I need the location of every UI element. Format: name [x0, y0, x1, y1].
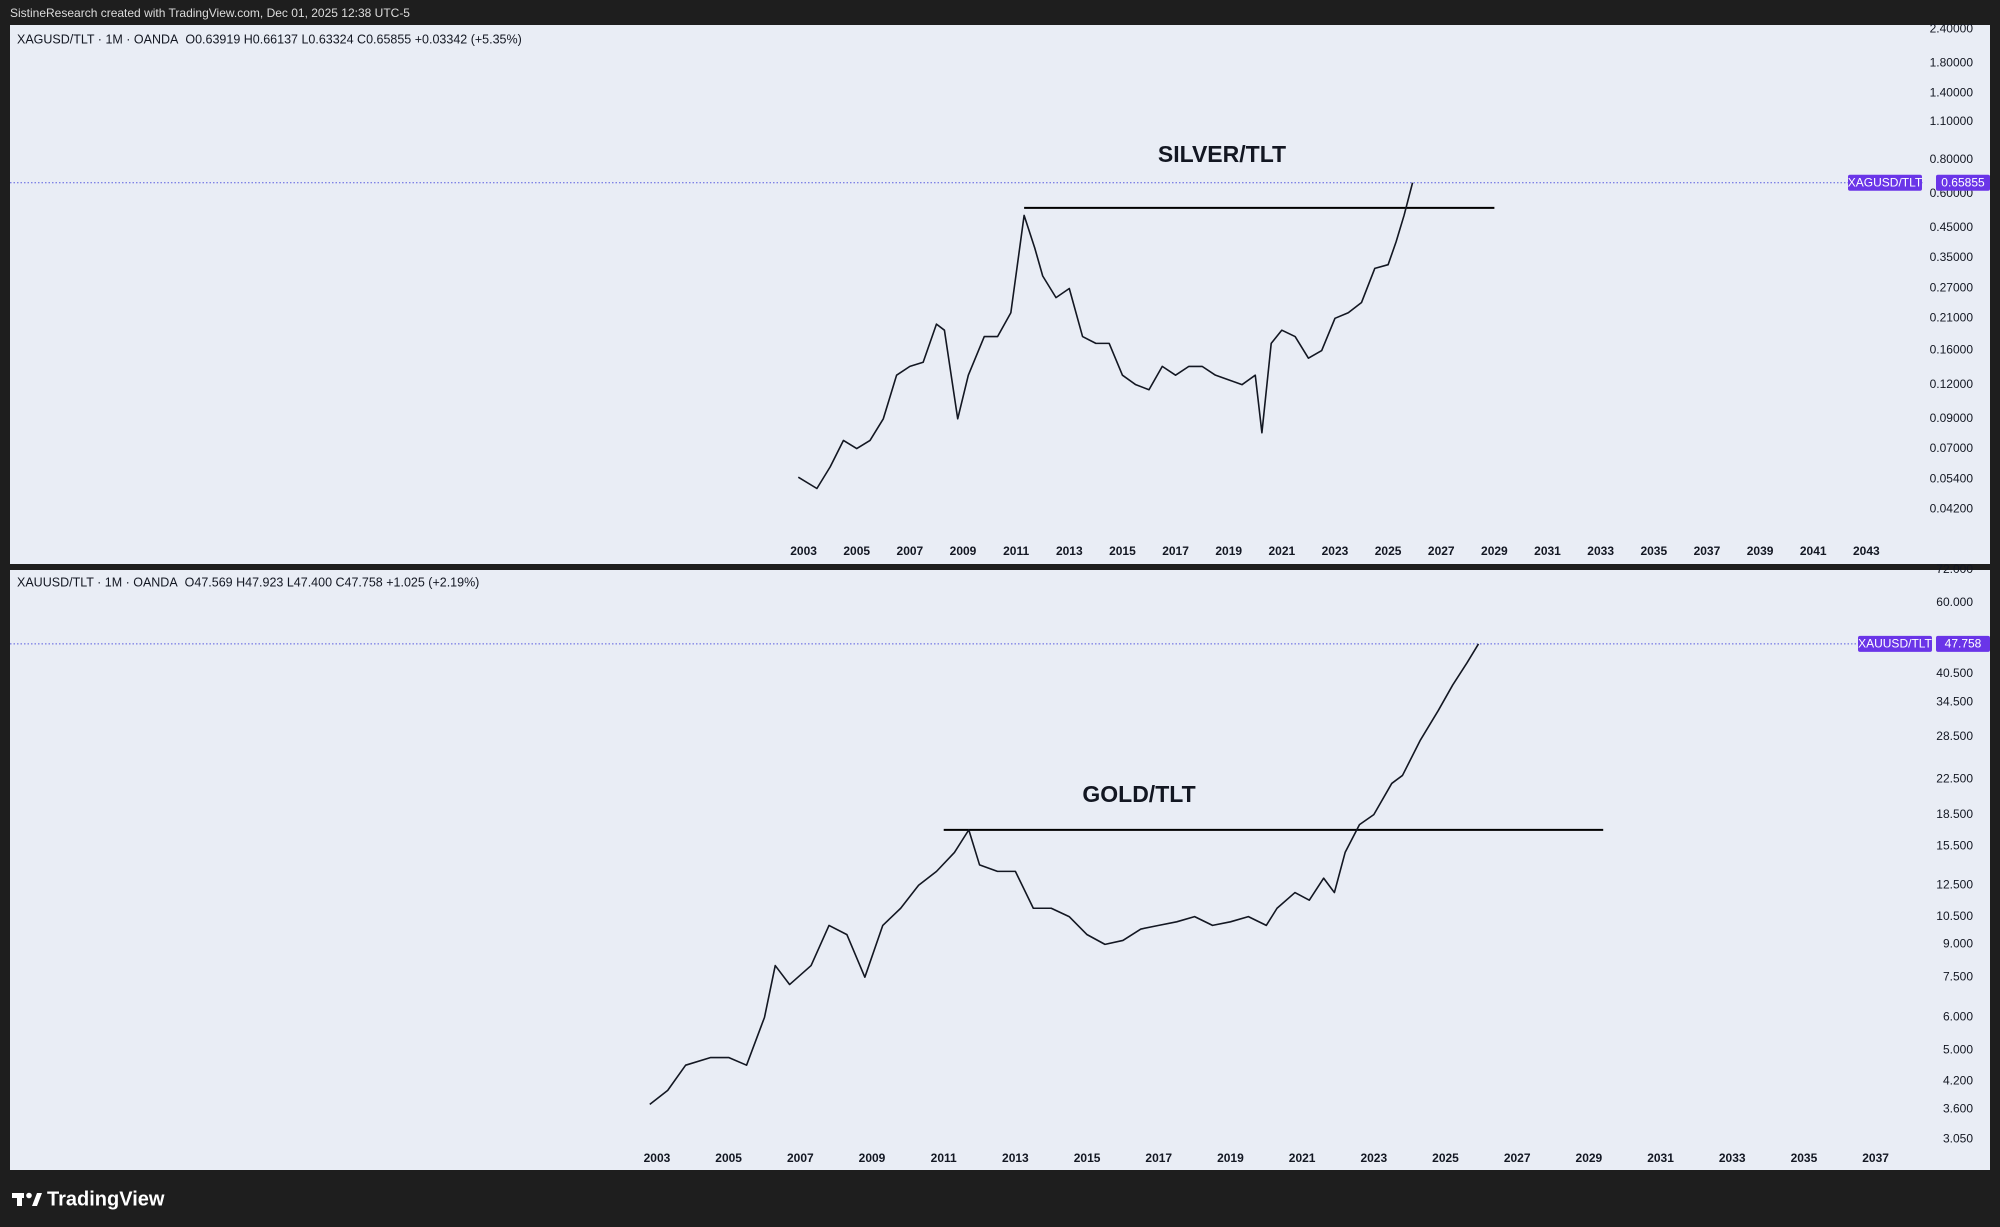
y-tick-label: 6.000 [1943, 1010, 1973, 1024]
y-tick-label: 22.500 [1936, 772, 1973, 786]
chart: 0.04200 0.05400 0.07000 0.09000 0.12000 0.160… [10, 22, 1990, 558]
x-tick-label: 2011 [1003, 544, 1029, 558]
x-tick-label: 2003 [790, 544, 817, 558]
x-tick-label: 2043 [1853, 544, 1880, 558]
annotation: GOLD/TLT [1082, 781, 1195, 807]
y-tick-label: 15.500 [1936, 839, 1973, 853]
y-tick-label: 12.500 [1936, 877, 1973, 891]
y-tick-label: 0.05400 [1930, 472, 1974, 486]
annotation: SILVER/TLT [1158, 141, 1286, 167]
x-tick-label: 2033 [1719, 1151, 1746, 1165]
y-tick-label: 0.27000 [1930, 281, 1974, 295]
x-tick-label: 2023 [1360, 1151, 1387, 1165]
x-tick-label: 2021 [1268, 544, 1295, 558]
brand: TradingView [47, 1188, 165, 1210]
y-tick-label: 7.500 [1943, 969, 1973, 983]
panel-top [10, 25, 1990, 564]
x-tick-label: 2031 [1534, 544, 1561, 558]
x-tick-label: 2025 [1375, 544, 1402, 558]
ohlc: O0.63919 H0.66137 L0.63324 C0.65855 +0.0… [185, 32, 521, 46]
x-tick-label: 2029 [1481, 544, 1508, 558]
x-tick-label: 2013 [1056, 544, 1083, 558]
x-tick-label: 2037 [1862, 1151, 1889, 1165]
x-tick-label: 2027 [1504, 1151, 1531, 1165]
x-tick-label: 2027 [1428, 544, 1455, 558]
x-tick-label: 2005 [843, 544, 870, 558]
x-tick-label: 2039 [1747, 544, 1774, 558]
y-tick-label: 0.45000 [1930, 220, 1974, 234]
x-tick-label: 2033 [1587, 544, 1614, 558]
y-tick-label: 3.050 [1943, 1131, 1973, 1145]
x-tick-label: 2007 [897, 544, 924, 558]
caption: SistineResearch created with TradingView… [10, 6, 410, 20]
y-tick-label: 28.500 [1936, 729, 1973, 743]
x-tick-label: 2019 [1217, 1151, 1244, 1165]
x-tick-label: 2029 [1576, 1151, 1603, 1165]
x-tick-label: 2031 [1647, 1151, 1674, 1165]
x-tick-label: 2037 [1694, 544, 1721, 558]
y-tick-label: 0.21000 [1930, 310, 1974, 324]
price-value-box [1936, 635, 1990, 652]
y-tick-label: 0.80000 [1930, 152, 1974, 166]
y-tick-label: 1.10000 [1930, 114, 1974, 128]
x-tick-label: 2025 [1432, 1151, 1459, 1165]
y-tick-label: 0.12000 [1930, 377, 1974, 391]
price-value: 0.65855 [1941, 175, 1985, 189]
y-tick-label: 40.500 [1936, 666, 1973, 680]
price-line [649, 643, 1480, 1106]
price-label-box [1848, 174, 1922, 191]
x-tick-label: 2021 [1289, 1151, 1316, 1165]
y-tick-label: 5.000 [1943, 1042, 1973, 1056]
price-value: 47.758 [1945, 637, 1982, 651]
x-tick-label: 2017 [1162, 544, 1189, 558]
price-label-box [1858, 635, 1932, 652]
y-tick-label: 10.500 [1936, 909, 1973, 923]
plot [10, 182, 1924, 490]
y-tick-label: 1.40000 [1930, 85, 1974, 99]
chart: 3.050 3.600 4.200 5.000 6.000 7.500 9.000 10.50… [10, 562, 1990, 1165]
x-tick-label: 2019 [1215, 544, 1242, 558]
charts: 0.04200 0.05400 0.07000 0.09000 0.12000 0.160… [10, 22, 1990, 1165]
x-tick-label: 2007 [787, 1151, 814, 1165]
panel-bottom [10, 570, 1990, 1170]
price-value-box [1936, 174, 1990, 191]
brand-logo [12, 1192, 42, 1206]
price-label-name: XAGUSD/TLT [1848, 175, 1923, 189]
y-tick-label: 9.000 [1943, 937, 1973, 951]
y-tick-label: 3.600 [1943, 1101, 1973, 1115]
price-label-name: XAUUSD/TLT [1858, 637, 1932, 651]
x-tick-label: 2005 [715, 1151, 742, 1165]
x-tick-label: 2015 [1074, 1151, 1101, 1165]
x-tick-label: 2023 [1322, 544, 1349, 558]
x-tick-label: 2011 [931, 1151, 957, 1165]
x-tick-label: 2035 [1791, 1151, 1818, 1165]
y-tick-label: 2.40000 [1930, 22, 1974, 36]
x-tick-label: 2009 [859, 1151, 886, 1165]
y-tick-label: 0.35000 [1930, 250, 1974, 264]
symbol-info: XAUUSD/TLT · 1M · OANDA [17, 575, 178, 589]
x-tick-label: 2003 [644, 1151, 671, 1165]
plot [10, 643, 1924, 1106]
x-tick-label: 2035 [1640, 544, 1667, 558]
y-tick-label: 0.16000 [1930, 343, 1974, 357]
symbol-info: XAGUSD/TLT · 1M · OANDA [17, 32, 179, 46]
x-tick-label: 2015 [1109, 544, 1136, 558]
x-tick-label: 2017 [1145, 1151, 1172, 1165]
price-line [797, 182, 1414, 490]
y-tick-label: 34.500 [1936, 695, 1973, 709]
y-tick-label: 1.80000 [1930, 56, 1974, 70]
y-tick-label: 18.500 [1936, 807, 1973, 821]
y-tick-label: 0.04200 [1930, 501, 1974, 515]
x-tick-label: 2041 [1800, 544, 1827, 558]
y-tick-label: 4.200 [1943, 1074, 1973, 1088]
x-tick-label: 2009 [950, 544, 977, 558]
y-tick-label: 72.000 [1936, 562, 1973, 576]
x-tick-label: 2013 [1002, 1151, 1029, 1165]
y-tick-label: 60.000 [1936, 595, 1973, 609]
ohlc: O47.569 H47.923 L47.400 C47.758 +1.025 (… [185, 575, 480, 589]
y-tick-label: 0.07000 [1930, 441, 1974, 455]
y-tick-label: 0.09000 [1930, 411, 1974, 425]
